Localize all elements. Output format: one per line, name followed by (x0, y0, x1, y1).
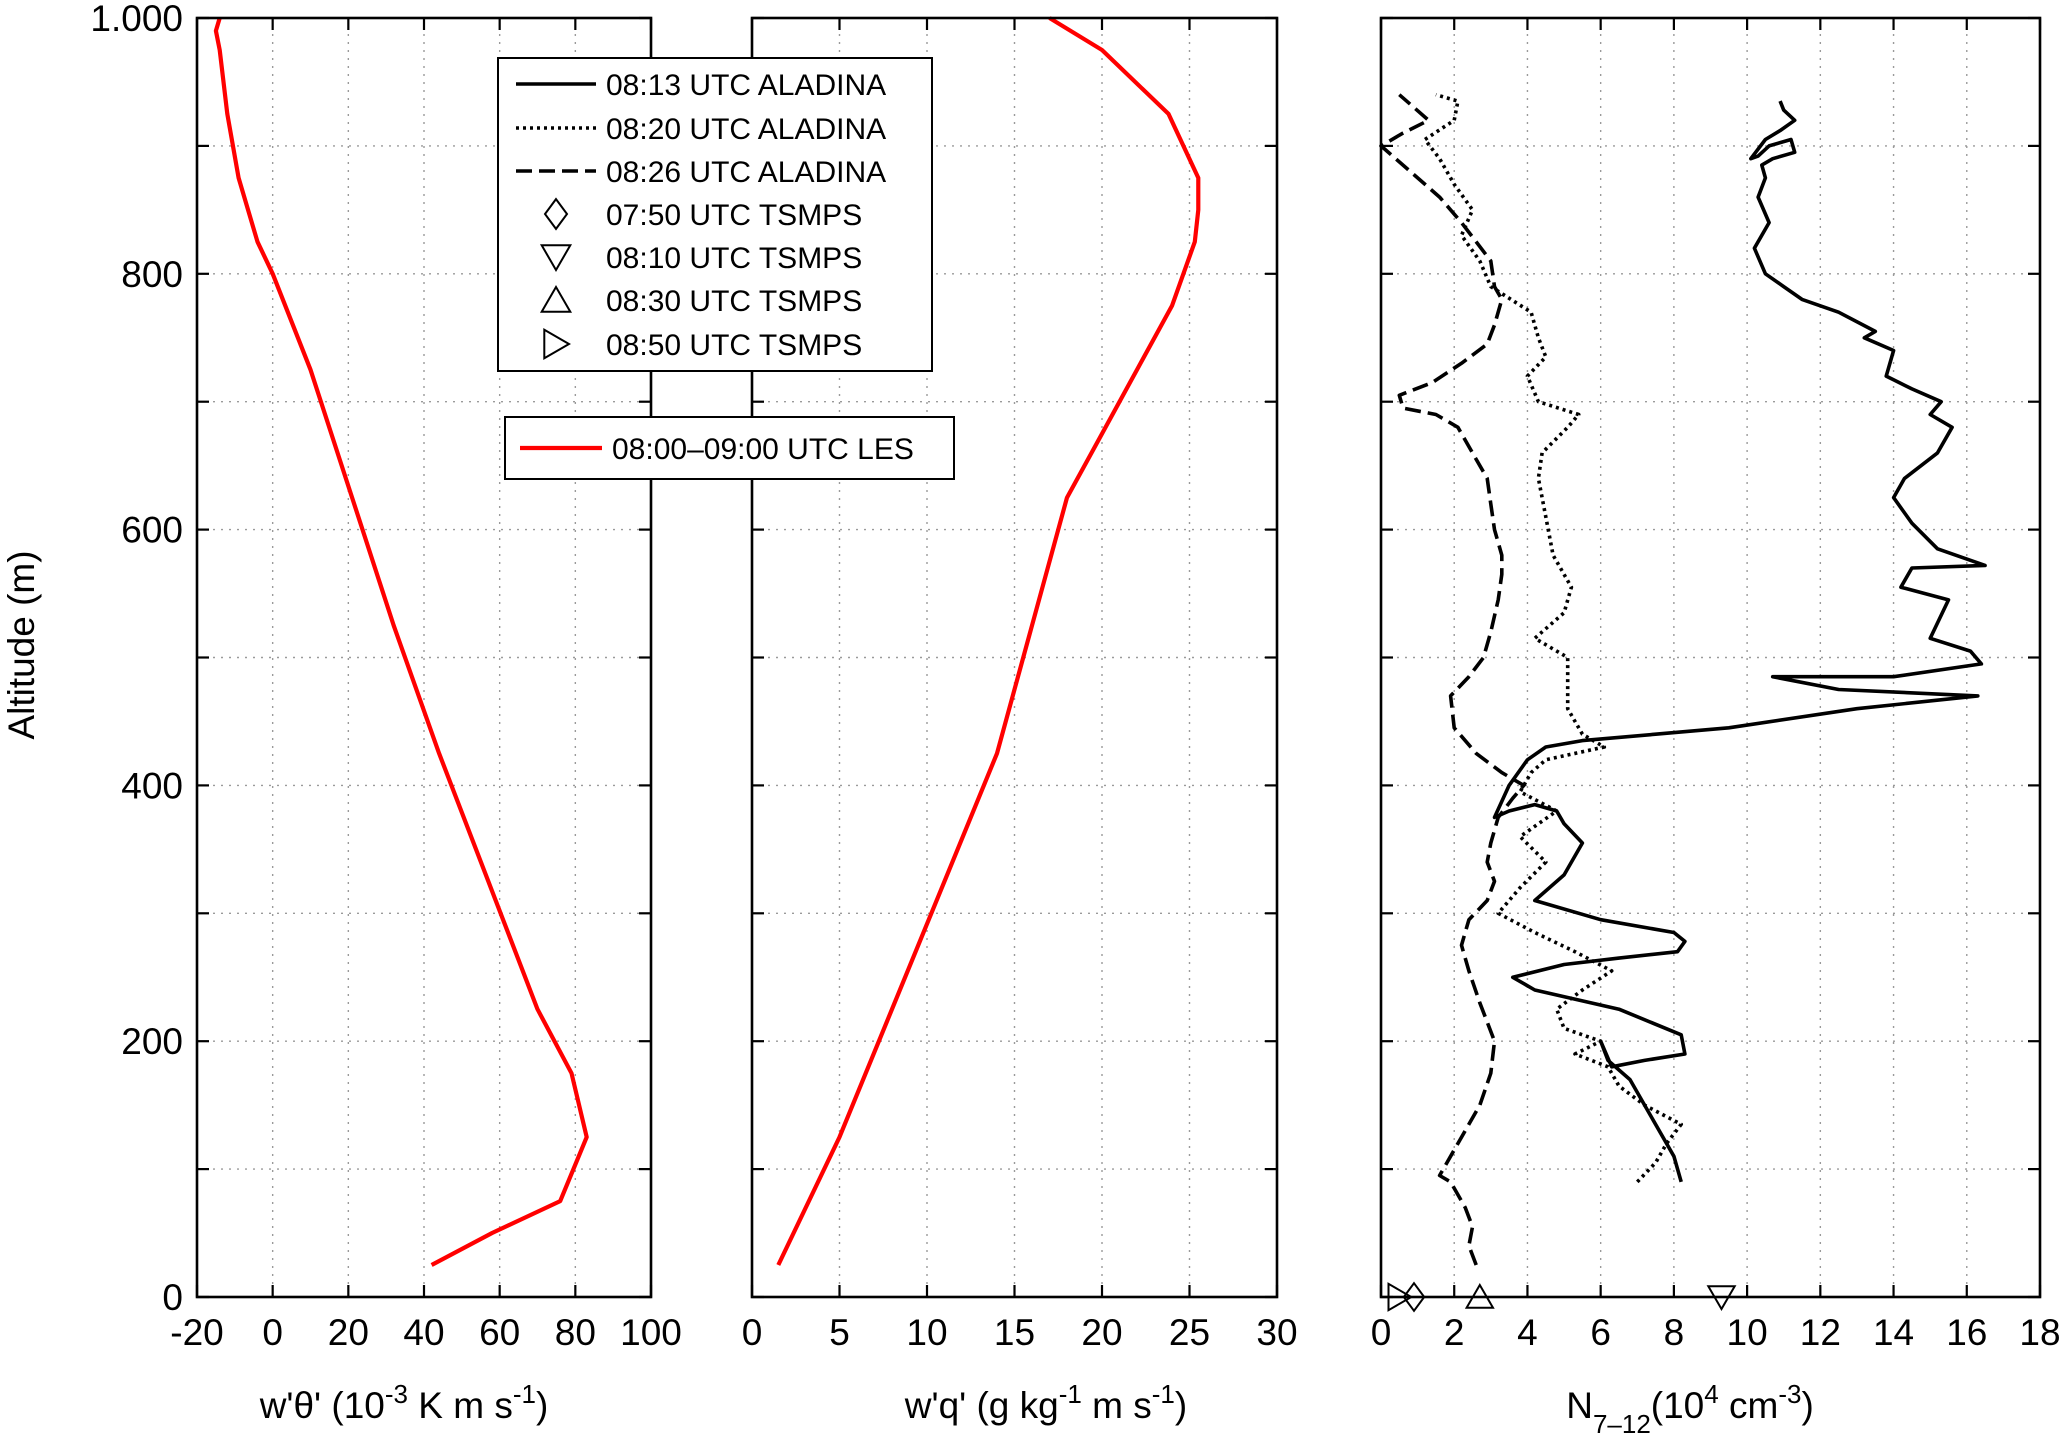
series-line-dashed (1379, 93, 1526, 1266)
x-tick-label: 80 (555, 1312, 596, 1353)
legend-marker-triangle-right (543, 327, 571, 361)
les-legend-label: 08:00–09:00 UTC LES (612, 433, 914, 466)
series-line-les (776, 16, 1201, 1266)
x-tick-label: 14 (1873, 1312, 1914, 1353)
x-tick-label: 2 (1444, 1312, 1465, 1353)
panel1-x-axis-label: w'θ' (10-3 K m s-1) (259, 1379, 549, 1426)
legend-label: 07:50 UTC TSMPS (606, 199, 862, 232)
panel3-x-axis-label: N7–12(104 cm-3) (1566, 1379, 1814, 1439)
x-tick-label: 30 (1256, 1312, 1297, 1353)
marker-diamond (1402, 1281, 1426, 1313)
legend-label: 08:30 UTC TSMPS (606, 285, 862, 318)
legend-marker-diamond (543, 197, 569, 231)
legend-label: 08:20 UTC ALADINA (606, 113, 886, 146)
y-axis-label: Altitude (m) (1, 550, 42, 739)
x-tick-label: 0 (742, 1312, 763, 1353)
legend-box (497, 57, 933, 372)
x-tick-label: 15 (994, 1312, 1035, 1353)
plot-frame (195, 16, 653, 1299)
x-tick-label: 25 (1169, 1312, 1210, 1353)
x-tick-label: 20 (1081, 1312, 1122, 1353)
legend-marker-triangle-down (539, 244, 573, 272)
y-tick-label: 600 (121, 510, 183, 551)
y-tick-label: 400 (121, 765, 183, 806)
x-tick-label: 0 (1371, 1312, 1392, 1353)
legend-label: 08:50 UTC TSMPS (606, 329, 862, 362)
panel-3: 0 2 4 6 8 10 12 14 16 18 (1371, 16, 2061, 1353)
x-tick-label: -20 (170, 1312, 223, 1353)
x-tick-label: 5 (829, 1312, 850, 1353)
x-tick-label: 10 (906, 1312, 947, 1353)
series-line-solid (1492, 100, 1987, 1183)
x-tick-label: 40 (403, 1312, 444, 1353)
panel2-x-axis-label: w'q' (g kg-1 m s-1) (904, 1379, 1187, 1426)
x-tick-label: 20 (328, 1312, 369, 1353)
panel-2: 0 5 10 15 20 25 30 (742, 16, 1298, 1353)
x-tick-label: 16 (1946, 1312, 1987, 1353)
y-tick-label: 0 (162, 1277, 183, 1318)
plot-frame (750, 16, 1279, 1299)
x-tick-label: 6 (1590, 1312, 1611, 1353)
y-tick-label: 1.000 (90, 0, 183, 39)
series-line-les (213, 17, 589, 1267)
x-tick-label: 18 (2019, 1312, 2060, 1353)
plot-frame (1379, 16, 2042, 1299)
x-tick-label: 4 (1517, 1312, 1538, 1353)
x-tick-label: 12 (1800, 1312, 1841, 1353)
x-tick-label: 0 (262, 1312, 283, 1353)
y-tick-label: 800 (121, 254, 183, 295)
legend-label: 08:10 UTC TSMPS (606, 242, 862, 275)
legend-marker-triangle-up (539, 285, 573, 313)
series-line-dotted (1423, 92, 1683, 1184)
legend-label: 08:13 UTC ALADINA (606, 69, 886, 102)
y-tick-label: 200 (121, 1021, 183, 1062)
x-tick-label: 8 (1664, 1312, 1685, 1353)
legend-label: 08:26 UTC ALADINA (606, 156, 886, 189)
x-tick-label: 10 (1727, 1312, 1768, 1353)
x-tick-label: 100 (620, 1312, 682, 1353)
x-tick-label: 60 (479, 1312, 520, 1353)
les-legend: 08:00–09:00 UTC LES (504, 416, 955, 480)
legend: 08:13 UTC ALADINA 08:20 UTC ALADINA 08:26 … (497, 57, 933, 372)
